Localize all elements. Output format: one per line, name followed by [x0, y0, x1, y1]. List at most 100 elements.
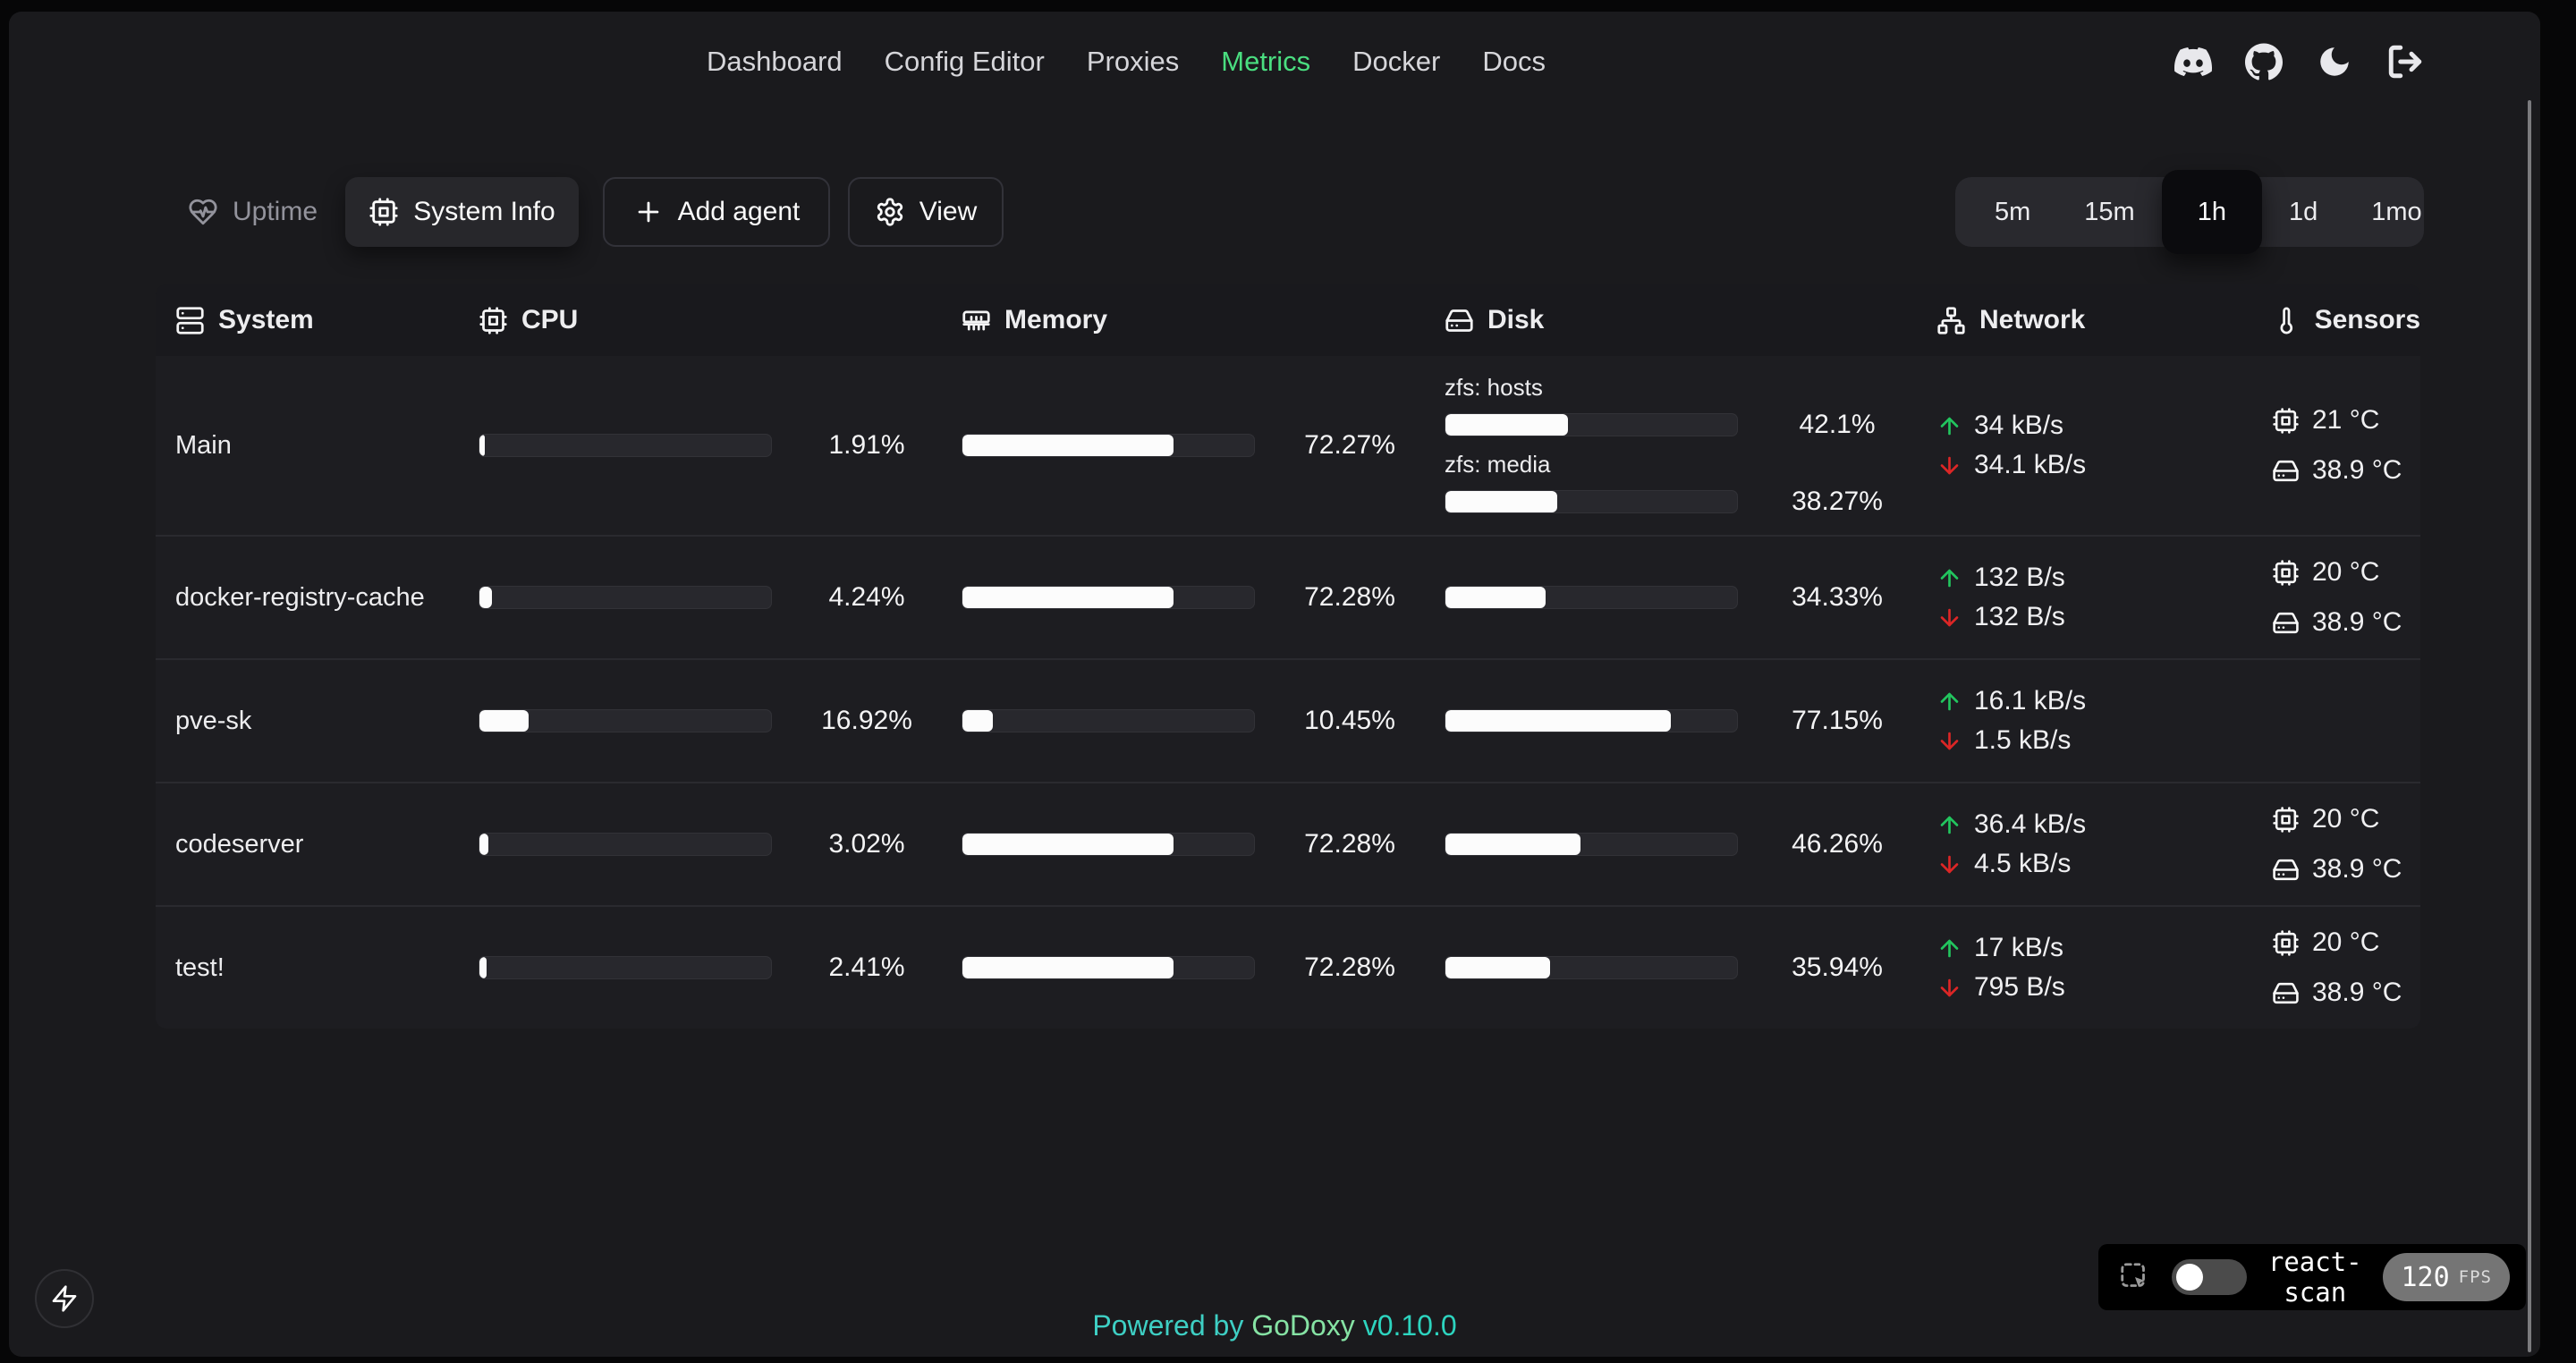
disk-percent: 35.94% — [1792, 952, 1883, 982]
disk-cell: 77.15% — [1445, 706, 1936, 736]
time-range-1mo[interactable]: 1mo — [2371, 197, 2422, 226]
cpu-percent: 3.02% — [828, 829, 905, 859]
disk-entry: 77.15% — [1445, 706, 1936, 736]
plus-icon — [638, 201, 658, 223]
network-upload: 17 kB/s — [1936, 933, 2063, 963]
cpu-icon — [2273, 407, 2299, 434]
nav-link-docker[interactable]: Docker — [1352, 46, 1441, 77]
cpu-percent: 16.92% — [821, 706, 912, 735]
network-download: 4.5 kB/s — [1936, 849, 2071, 879]
time-range-5m[interactable]: 5m — [1995, 197, 2031, 226]
network-download: 1.5 kB/s — [1936, 725, 2071, 756]
arrow-up-icon — [1940, 569, 1959, 587]
sensors-cell: 21 °C 38.9 °C — [2272, 405, 2420, 486]
heart-pulse-icon — [189, 199, 217, 225]
disk-bar — [1445, 833, 1738, 856]
network-upload: 132 B/s — [1936, 563, 2065, 593]
scrollbar[interactable] — [2528, 100, 2531, 1352]
sensor-disk-temp: 38.9 °C — [2272, 854, 2402, 885]
disk-percent: 42.1% — [1799, 410, 1876, 439]
nav-link-metrics[interactable]: Metrics — [1221, 46, 1311, 77]
github-icon[interactable] — [2243, 41, 2284, 82]
cpu-percent: 2.41% — [828, 952, 905, 982]
disk-bar-fill — [1445, 491, 1557, 512]
cpu-percent: 1.91% — [828, 430, 905, 460]
thermometer-icon — [2280, 307, 2293, 334]
inspect-icon[interactable] — [2118, 1260, 2152, 1294]
nav-link-dashboard[interactable]: Dashboard — [707, 46, 843, 77]
memory-bar — [962, 833, 1255, 856]
time-range-selector: 5m 15m 1h 1d 1mo — [1955, 170, 2424, 254]
memory-percent: 72.28% — [1304, 582, 1395, 612]
network-cell: 132 B/s 132 B/s — [1936, 563, 2272, 632]
network-upload: 34 kB/s — [1936, 411, 2063, 441]
react-scan-toggle[interactable] — [2172, 1259, 2247, 1295]
quick-action-button[interactable] — [35, 1269, 94, 1328]
cpu-icon — [369, 198, 398, 226]
arrow-up-icon — [1940, 692, 1959, 710]
fps-badge: 120 FPS — [2383, 1253, 2510, 1301]
table-row: Main 1.91% 72.27% zfs: hosts 42.1% zfs: media… — [156, 356, 2420, 535]
hard-drive-icon — [2273, 859, 2299, 880]
toggle-knob — [2176, 1264, 2203, 1291]
add-agent-button[interactable]: Add agent — [603, 177, 830, 247]
footer-brand-link[interactable]: GoDoxy — [1251, 1309, 1355, 1342]
arrow-down-icon — [1940, 456, 1959, 474]
sensors-cell: 20 °C 38.9 °C — [2272, 557, 2420, 638]
sensor-disk-temp: 38.9 °C — [2272, 607, 2402, 638]
disk-percent: 34.33% — [1792, 582, 1883, 612]
disk-entry: zfs: media 38.27% — [1445, 451, 1936, 517]
disk-bar — [1445, 956, 1738, 979]
gear-icon — [877, 198, 902, 226]
network-cell: 36.4 kB/s 4.5 kB/s — [1936, 809, 2272, 879]
disk-cell: 34.33% — [1445, 582, 1936, 613]
sensor-cpu-temp: 21 °C — [2272, 405, 2379, 436]
theme-moon-icon[interactable] — [2314, 41, 2355, 82]
disk-entry: 35.94% — [1445, 952, 1936, 983]
metrics-table: System CPU Memory Disk Network Sensors — [156, 284, 2420, 1029]
hard-drive-icon — [2273, 460, 2299, 481]
cpu-icon — [479, 306, 507, 334]
cpu-percent: 4.24% — [828, 582, 905, 612]
memory-percent: 10.45% — [1304, 706, 1395, 735]
add-agent-label: Add agent — [677, 197, 801, 226]
time-range-1h[interactable]: 1h — [2161, 170, 2262, 254]
nav-link-config-editor[interactable]: Config Editor — [884, 46, 1045, 77]
arrow-up-icon — [1940, 939, 1959, 957]
disk-bar — [1445, 586, 1738, 609]
arrow-down-icon — [1940, 978, 1959, 996]
time-range-15m[interactable]: 15m — [2084, 197, 2135, 226]
sensor-cpu-temp: 20 °C — [2272, 557, 2379, 588]
header-memory: Memory — [962, 305, 1445, 335]
footer-version: v0.10.0 — [1362, 1309, 1457, 1342]
time-range-1d[interactable]: 1d — [2288, 197, 2318, 226]
arrow-up-icon — [1940, 417, 1959, 435]
logout-icon[interactable] — [2385, 41, 2426, 82]
nav-icon-buttons — [2173, 41, 2426, 82]
network-cell: 34 kB/s 34.1 kB/s — [1936, 411, 2272, 480]
nav-link-docs[interactable]: Docs — [1482, 46, 1546, 77]
server-icon — [176, 306, 204, 334]
disk-entry: 34.33% — [1445, 582, 1936, 613]
memory-bar — [962, 434, 1255, 457]
sensor-cpu-temp: 20 °C — [2272, 927, 2379, 958]
network-download: 34.1 kB/s — [1936, 450, 2086, 480]
tab-system-info[interactable]: System Info — [345, 177, 579, 247]
cpu-bar — [479, 833, 772, 856]
cpu-bar — [479, 586, 772, 609]
cpu-bar-fill — [479, 435, 486, 456]
discord-icon[interactable] — [2173, 41, 2214, 82]
network-upload: 16.1 kB/s — [1936, 686, 2086, 716]
memory-bar-fill — [962, 587, 1174, 608]
view-button[interactable]: View — [848, 177, 1004, 247]
table-body: Main 1.91% 72.27% zfs: hosts 42.1% zfs: media… — [156, 356, 2420, 1029]
nav-link-proxies[interactable]: Proxies — [1086, 46, 1180, 77]
arrow-down-icon — [1940, 855, 1959, 873]
header-network: Network — [1936, 305, 2272, 335]
disk-bar — [1445, 709, 1738, 732]
footer: Powered by GoDoxy v0.10.0 — [9, 1309, 2540, 1342]
sensor-disk-temp: 38.9 °C — [2272, 978, 2402, 1008]
table-header: System CPU Memory Disk Network Sensors — [156, 284, 2420, 356]
fps-value: 120 — [2401, 1261, 2450, 1293]
tab-uptime[interactable]: Uptime — [188, 177, 318, 247]
